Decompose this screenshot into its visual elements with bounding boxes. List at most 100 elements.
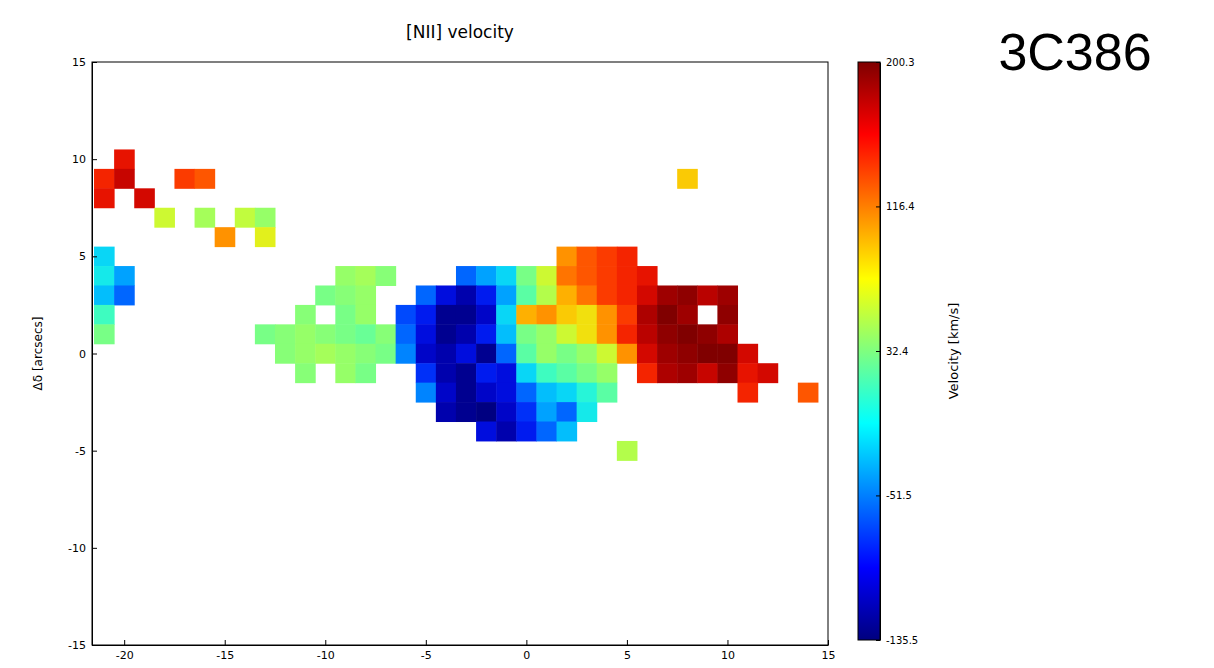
cell — [355, 363, 376, 383]
cell — [697, 344, 718, 364]
tick-mark — [828, 640, 829, 645]
cell — [557, 266, 578, 286]
cell — [637, 305, 658, 325]
tick-mark — [727, 640, 728, 645]
tick-mark — [92, 548, 97, 549]
tick: 200.3 — [876, 57, 915, 68]
cell — [436, 363, 457, 383]
cell — [657, 324, 678, 344]
cell — [476, 266, 497, 286]
cell — [114, 285, 135, 305]
tick-mark — [627, 640, 628, 645]
cell — [557, 363, 578, 383]
cell — [335, 344, 356, 364]
tick: 5 — [79, 250, 97, 263]
cell — [335, 363, 356, 383]
tick: -135.5 — [876, 635, 918, 646]
cell — [396, 305, 417, 325]
cell — [195, 169, 216, 189]
cell — [476, 344, 497, 364]
cell — [416, 324, 437, 344]
cell — [456, 383, 477, 403]
cell — [617, 305, 638, 325]
cell — [476, 324, 497, 344]
cell — [677, 363, 698, 383]
cell — [577, 363, 598, 383]
colorbar-axis: -135.5 -51.5 32.4 116.4 200.3 — [876, 57, 918, 646]
cell — [255, 208, 276, 228]
tick-label: 15 — [72, 56, 86, 69]
cell — [657, 305, 678, 325]
cell — [94, 266, 115, 286]
cell — [174, 169, 195, 189]
cell — [738, 383, 759, 403]
cell — [597, 305, 618, 325]
cell — [677, 305, 698, 325]
cell — [738, 344, 759, 364]
cell — [516, 266, 537, 286]
cell — [275, 344, 296, 364]
cell — [597, 344, 618, 364]
cell — [637, 324, 658, 344]
tick-mark — [876, 351, 880, 352]
cell — [476, 285, 497, 305]
cell — [516, 324, 537, 344]
cell — [577, 324, 598, 344]
cell — [738, 363, 759, 383]
tick-label: 0 — [523, 649, 530, 662]
cell — [496, 422, 517, 442]
cell — [697, 285, 718, 305]
cell — [295, 344, 316, 364]
chart: -20-15-10-5051015-15-10-5051015[NII] vel… — [0, 0, 1214, 668]
cell — [94, 305, 115, 325]
colorbar — [858, 62, 880, 640]
tick-label: -5 — [421, 649, 432, 662]
cell — [617, 324, 638, 344]
tick: 15 — [72, 56, 97, 69]
tick: -51.5 — [876, 490, 912, 501]
tick: 116.4 — [876, 201, 915, 212]
cell — [376, 344, 397, 364]
tick-mark — [876, 640, 880, 641]
cell — [637, 266, 658, 286]
cell — [335, 285, 356, 305]
tick-label: 0 — [79, 348, 86, 361]
cell — [536, 402, 557, 422]
cell — [597, 383, 618, 403]
tick: 10 — [72, 153, 97, 166]
tick: -10 — [317, 640, 335, 662]
cell — [315, 324, 336, 344]
cell — [476, 422, 497, 442]
cell — [355, 324, 376, 344]
tick: 0 — [79, 348, 97, 361]
cell — [577, 305, 598, 325]
cell — [295, 305, 316, 325]
tick-label: 32.4 — [886, 346, 908, 357]
cell — [717, 363, 738, 383]
cell — [396, 324, 417, 344]
cell — [516, 402, 537, 422]
tick-label: -15 — [216, 649, 234, 662]
cell — [476, 363, 497, 383]
tick-mark — [92, 159, 97, 160]
cell — [436, 383, 457, 403]
cell — [798, 383, 819, 403]
cell — [597, 266, 618, 286]
tick: 32.4 — [876, 346, 908, 357]
cell — [416, 285, 437, 305]
cell — [456, 363, 477, 383]
cell — [476, 305, 497, 325]
y-axis: -15-10-5051015 — [68, 56, 97, 652]
tick-mark — [124, 640, 125, 645]
cell — [376, 266, 397, 286]
tick: 0 — [523, 640, 530, 662]
cell — [416, 305, 437, 325]
cell — [476, 383, 497, 403]
tick-mark — [225, 640, 226, 645]
cell — [677, 344, 698, 364]
cell — [335, 266, 356, 286]
x-axis: -20-15-10-5051015 — [93, 640, 836, 662]
cell — [456, 324, 477, 344]
cell — [617, 266, 638, 286]
cell — [94, 285, 115, 305]
